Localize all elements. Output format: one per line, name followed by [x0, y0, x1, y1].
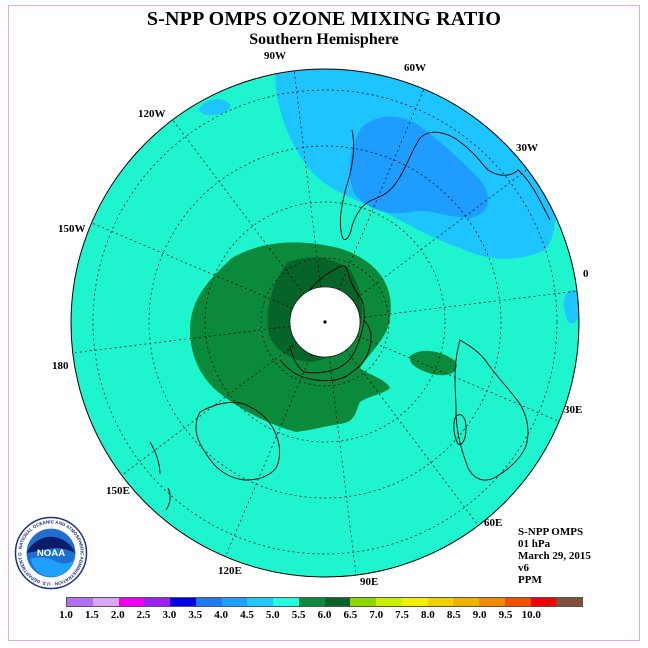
ozone-region-medium-blue — [349, 116, 489, 218]
lon-label-90e: 90E — [360, 576, 379, 588]
color-scale-tick-label: 10.0 — [521, 609, 541, 621]
color-scale-tick-label: 8.5 — [446, 609, 461, 621]
meridian-line — [223, 321, 326, 562]
pole-point — [323, 320, 327, 324]
color-swatch — [324, 598, 351, 606]
color-scale-tick-label: 4.5 — [240, 609, 254, 621]
color-swatch — [556, 598, 582, 606]
lon-label-30e: 30E — [564, 404, 583, 416]
coastline-new-zealand — [149, 441, 171, 511]
lon-label-150e: 150E — [106, 485, 130, 497]
color-scale-tick-label: 1.0 — [59, 609, 73, 621]
lon-label-60w: 60W — [404, 62, 426, 74]
ozone-region-green-small — [409, 350, 457, 376]
color-scale-tick-label: 5.0 — [265, 609, 280, 621]
color-swatch — [350, 598, 376, 606]
color-swatch — [401, 598, 428, 606]
color-swatch — [530, 598, 557, 606]
info-units: PPM — [518, 574, 542, 586]
color-swatch — [479, 598, 505, 606]
meridian-line — [324, 165, 533, 323]
svg-text:NOAA: NOAA — [37, 548, 65, 559]
color-scale-tick-label: 9.5 — [498, 609, 513, 621]
color-swatch — [453, 598, 479, 606]
map-title: S-NPP OMPS OZONE MIXING RATIO — [146, 8, 502, 30]
color-scale-tick-label: 6.0 — [317, 609, 332, 621]
meridian-line — [292, 69, 326, 323]
info-level: 01 hPa — [518, 538, 551, 550]
color-swatch — [170, 598, 196, 606]
coastline-australia — [195, 401, 281, 481]
color-swatch — [67, 598, 93, 606]
color-scale-tick-label: 8.0 — [421, 609, 435, 621]
color-scale-tick-label: 2.0 — [110, 609, 125, 621]
noaa-logo: NOAA NATIONAL OCEANIC AND ATMOSPHERIC AD… — [14, 516, 88, 590]
color-scale-tick-label: 3.5 — [188, 609, 203, 621]
color-swatch — [273, 598, 299, 606]
plot-frame — [8, 5, 640, 641]
color-scale-tick-label: 9.0 — [472, 609, 487, 621]
info-version: v6 — [518, 562, 529, 574]
lon-label-90w: 90W — [264, 50, 286, 62]
map-boundary — [70, 68, 580, 578]
meridian-line — [324, 82, 427, 323]
lon-label-60e: 60E — [484, 517, 503, 529]
meridian-line — [324, 321, 482, 530]
color-swatch — [92, 598, 119, 606]
lon-label-150w: 150W — [58, 223, 86, 235]
color-scale-tick-label: 4.0 — [214, 609, 228, 621]
color-swatch — [427, 598, 454, 606]
color-swatch — [144, 598, 170, 606]
meridian-line — [324, 321, 358, 577]
color-scale-tick-label: 3.0 — [162, 609, 177, 621]
color-scale-tick-label: 7.5 — [395, 609, 409, 621]
lon-label-30w: 30W — [516, 142, 538, 154]
product-info: S-NPP OMPS 01 hPa March 29, 2015 v6 PPM — [518, 526, 591, 586]
latitude-circle — [92, 89, 558, 555]
lon-label-120e: 120E — [218, 565, 242, 577]
color-swatch — [376, 598, 402, 606]
color-swatch — [221, 598, 248, 606]
lon-label-120w: 120W — [138, 108, 166, 120]
lon-label-180: 180 — [52, 360, 69, 372]
meridian-line — [168, 114, 326, 323]
ozone-region-light-blue-small — [198, 99, 231, 116]
color-swatch — [504, 598, 531, 606]
color-scale-tick-label: 1.5 — [84, 609, 99, 621]
color-scale-tick-label: 7.0 — [369, 609, 384, 621]
coastline-antarctic-peninsula — [289, 265, 365, 374]
latitude-circle — [148, 145, 502, 499]
info-instrument: S-NPP OMPS — [518, 526, 584, 538]
color-swatch — [195, 598, 222, 606]
coastline-madagascar — [453, 414, 467, 445]
color-scale-bar — [66, 597, 583, 607]
map-subtitle: Southern Hemisphere — [249, 31, 399, 48]
lon-label-0: 0 — [583, 268, 589, 280]
meridian-line — [71, 321, 326, 355]
info-date: March 29, 2015 — [518, 550, 591, 562]
color-scale-tick-label: 2.5 — [136, 609, 151, 621]
meridian-line — [85, 220, 326, 323]
color-swatch — [118, 598, 145, 606]
coastline-antarctica — [279, 319, 372, 382]
latitude-circle — [260, 257, 390, 387]
color-swatch — [247, 598, 273, 606]
color-scale-tick-label: 6.5 — [343, 609, 358, 621]
meridian-line — [324, 321, 565, 424]
color-scale-tick-label: 5.5 — [291, 609, 306, 621]
coastline-africa — [454, 339, 529, 481]
latitude-circle — [204, 201, 446, 443]
meridian-line — [324, 289, 579, 323]
meridian-line — [117, 321, 326, 479]
color-swatch — [298, 598, 325, 606]
coastline-south-america — [339, 129, 551, 240]
